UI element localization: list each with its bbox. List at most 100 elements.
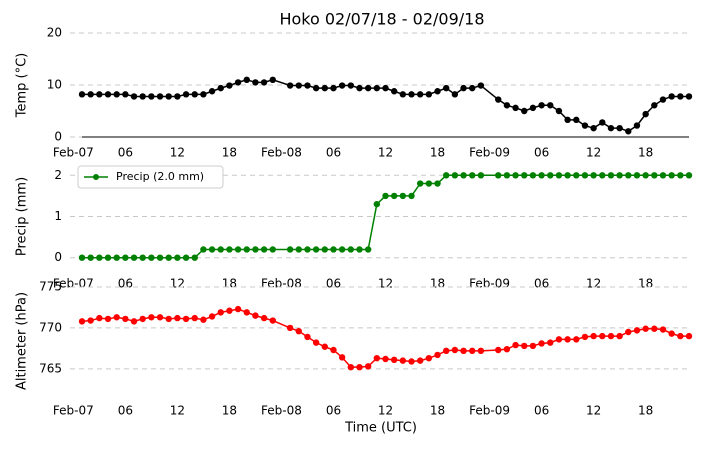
- data-point: [286, 246, 294, 253]
- data-point: [347, 363, 355, 371]
- data-point: [165, 254, 172, 261]
- data-point: [382, 355, 389, 363]
- data-point: [191, 91, 198, 98]
- data-point: [113, 314, 120, 321]
- data-point: [382, 84, 389, 92]
- y-tick-label: 10: [47, 78, 62, 92]
- data-point: [443, 347, 450, 355]
- data-point: [182, 315, 190, 323]
- data-point: [295, 327, 302, 335]
- data-point: [78, 254, 86, 261]
- data-point: [547, 102, 554, 109]
- data-point: [416, 91, 424, 98]
- data-point: [633, 122, 641, 129]
- data-point: [451, 172, 459, 179]
- x-tick-label: 18: [638, 146, 653, 160]
- data-point: [373, 354, 381, 362]
- x-tick-label: 12: [378, 404, 393, 418]
- x-tick-label: 12: [586, 277, 601, 291]
- data-point: [243, 246, 250, 253]
- data-point: [495, 346, 502, 354]
- data-point: [148, 254, 155, 261]
- data-point: [503, 172, 511, 179]
- data-point: [87, 317, 94, 324]
- data-point: [564, 336, 571, 343]
- data-point: [451, 91, 459, 98]
- data-point: [130, 254, 138, 261]
- data-point: [651, 172, 658, 179]
- data-point: [581, 333, 589, 341]
- data-point: [122, 315, 129, 323]
- data-point: [659, 326, 667, 333]
- data-point: [460, 347, 467, 355]
- data-point: [425, 354, 433, 362]
- x-tick-label: Feb-08: [261, 404, 302, 418]
- data-point: [226, 82, 233, 89]
- data-point: [477, 347, 485, 355]
- data-point: [286, 82, 294, 89]
- data-point: [234, 79, 242, 86]
- data-point: [260, 314, 268, 322]
- data-point: [434, 88, 441, 95]
- data-point: [373, 200, 381, 208]
- data-point: [555, 107, 563, 115]
- x-tick-label: 06: [118, 146, 133, 160]
- data-point: [495, 172, 502, 179]
- data-point: [607, 332, 615, 340]
- data-point: [599, 332, 606, 340]
- x-tick-label: 18: [430, 146, 445, 160]
- data-point: [477, 172, 485, 179]
- y-axis-label: Precip (mm): [15, 177, 30, 256]
- data-point: [139, 93, 146, 100]
- data-point: [174, 93, 181, 100]
- data-point: [338, 354, 346, 361]
- data-point: [78, 91, 86, 98]
- data-point: [96, 254, 103, 261]
- data-point: [295, 82, 302, 89]
- data-point: [252, 312, 259, 319]
- data-point: [390, 88, 398, 95]
- data-point: [156, 254, 164, 261]
- data-point: [330, 84, 337, 92]
- y-tick-label: 0: [54, 130, 62, 144]
- data-point: [599, 119, 606, 126]
- data-point: [312, 84, 320, 92]
- data-point: [547, 339, 554, 346]
- data-point: [373, 84, 381, 92]
- data-point: [312, 246, 320, 253]
- data-point: [642, 325, 649, 332]
- data-point: [252, 246, 259, 253]
- data-point: [538, 172, 545, 179]
- data-point: [148, 314, 155, 321]
- data-point: [217, 84, 224, 92]
- y-axis-label: Altimeter (hPa): [15, 292, 30, 390]
- data-point: [347, 246, 355, 253]
- data-point: [200, 316, 207, 323]
- x-axis-label: Time (UTC): [344, 421, 417, 436]
- data-point: [616, 332, 623, 340]
- data-point: [633, 172, 641, 179]
- y-tick-label: 1: [54, 209, 62, 223]
- y-tick-label: 770: [39, 320, 62, 334]
- data-point: [547, 172, 554, 179]
- data-point: [425, 91, 433, 98]
- data-point: [330, 246, 337, 253]
- data-point: [364, 363, 372, 370]
- data-point: [469, 347, 476, 355]
- x-tick-label: 06: [118, 277, 133, 291]
- x-tick-label: Feb-07: [53, 146, 94, 160]
- data-point: [104, 254, 112, 261]
- data-point: [495, 96, 502, 103]
- x-tick-label: Feb-08: [261, 277, 302, 291]
- data-point: [78, 318, 86, 325]
- data-point: [321, 84, 328, 92]
- data-point: [416, 180, 424, 187]
- data-point: [243, 309, 250, 316]
- x-tick-label: 18: [222, 146, 237, 160]
- data-point: [625, 172, 632, 179]
- data-point: [87, 91, 94, 98]
- data-point: [408, 358, 415, 365]
- data-point: [512, 172, 519, 179]
- x-tick-label: 12: [378, 277, 393, 291]
